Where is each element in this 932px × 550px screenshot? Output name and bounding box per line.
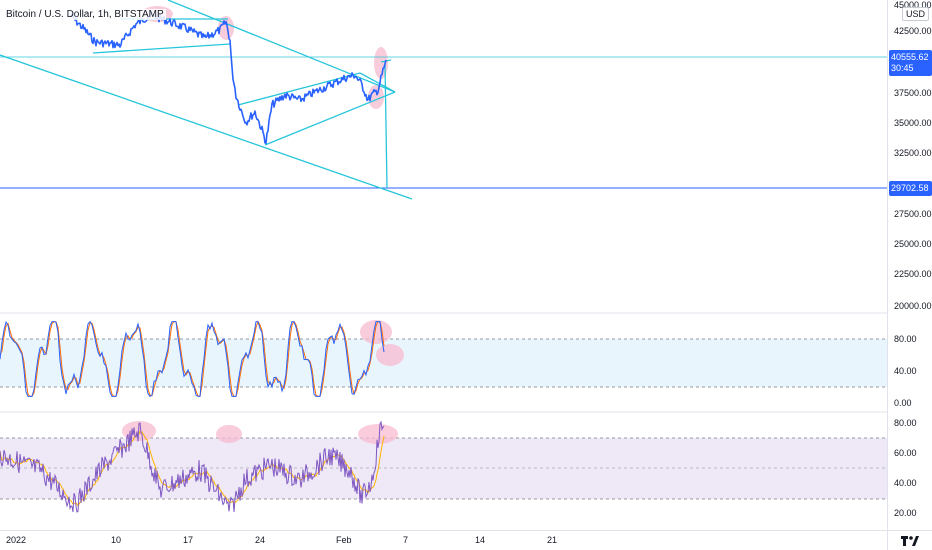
time-tick: 21	[547, 535, 558, 545]
stoch-tick: 40.00	[894, 366, 917, 376]
price-tick: 32500.00	[894, 148, 932, 158]
time-tick: 14	[475, 535, 486, 545]
rsi-ma-line[interactable]	[0, 430, 385, 507]
time-tick: 10	[111, 535, 122, 545]
price-line[interactable]	[69, 10, 387, 145]
rsi-tick: 60.00	[894, 448, 917, 458]
stoch-band	[0, 339, 887, 387]
chart-canvas[interactable]	[0, 0, 887, 530]
trendlines[interactable]	[0, 0, 413, 200]
currency-unit-badge[interactable]: USD	[902, 7, 930, 21]
tradingview-logo-icon	[901, 536, 919, 546]
tradingview-logo-corner[interactable]	[887, 530, 932, 550]
price-tick: 22500.00	[894, 269, 932, 279]
price-tick: 45000.00	[894, 0, 932, 10]
last-price-value: 40555.62	[891, 52, 929, 62]
rsi-tick: 20.00	[894, 508, 917, 518]
price-tick: 42500.00	[894, 26, 932, 36]
rsi-line[interactable]	[0, 420, 385, 513]
target-price-tag: 29702.58	[889, 181, 932, 196]
bar-countdown: 30:45	[891, 63, 914, 73]
stoch-tick: 0.00	[894, 398, 912, 408]
rsi-tick: 40.00	[894, 478, 917, 488]
time-tick: 17	[183, 535, 194, 545]
highlight-markers	[122, 6, 404, 444]
price-tick: 35000.00	[894, 118, 932, 128]
time-tick: Feb	[336, 535, 352, 545]
price-axis[interactable]: 45000.00 USD 42500.00 40555.62 30:45 375…	[887, 0, 932, 530]
stoch-k-line[interactable]	[0, 320, 385, 398]
time-tick: 7	[403, 535, 409, 545]
stoch-tick: 80.00	[894, 334, 917, 344]
price-tick: 25000.00	[894, 239, 932, 249]
time-tick: 2022	[6, 535, 27, 545]
price-tick: 37500.00	[894, 88, 932, 98]
rsi-tick: 80.00	[894, 418, 917, 428]
chart-title: Bitcoin / U.S. Dollar, 1h, BITSTAMP	[4, 9, 166, 20]
last-price-tag: 40555.62 30:45	[889, 50, 932, 76]
time-tick: 24	[255, 535, 266, 545]
price-tick: 20000.00	[894, 301, 932, 311]
time-axis[interactable]: 2022 10 17 24 Feb 7 14 21	[0, 530, 887, 550]
price-tick: 27500.00	[894, 209, 932, 219]
